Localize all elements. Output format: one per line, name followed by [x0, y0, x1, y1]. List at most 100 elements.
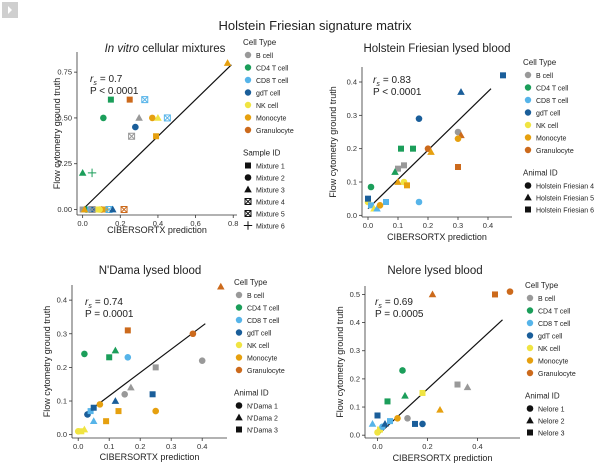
data-point-box	[141, 96, 149, 104]
legend-item-label: Mixture 1	[256, 164, 285, 171]
data-point	[394, 178, 402, 185]
legend-shape	[524, 182, 532, 189]
x-tick-label: 0.4	[483, 221, 493, 230]
data-point	[89, 417, 98, 425]
legend-swatch	[526, 319, 534, 327]
data-point	[457, 88, 465, 95]
data-point	[141, 96, 149, 104]
legend-shape-box	[244, 210, 252, 217]
legend-shape	[527, 429, 533, 436]
scatter-panel-4: Nelore lysed blood 0.0 0.2 0.4 0.0 0.1 0.2 0.3 0…	[335, 265, 576, 463]
legend-item-label: Mixture 5	[256, 212, 285, 219]
data-point	[152, 364, 159, 371]
y-tick-label: 0.50	[57, 113, 72, 122]
x-tick-label: 0.2	[135, 442, 145, 451]
legend-swatch	[235, 291, 243, 299]
data-point	[80, 425, 89, 433]
legend: Cell Type B cell CD4 T cell CD8 T cell gdT c…	[523, 58, 594, 215]
y-tick-label: 0.3	[57, 329, 67, 338]
stat-r-symbol: r	[90, 74, 94, 85]
legend-item-label: Nelore 1	[538, 407, 565, 414]
data-point	[404, 414, 411, 422]
legend-item-label: CD4 T cell	[538, 309, 571, 316]
legend-title-shape: Sample ID	[243, 149, 281, 158]
legend-item-label: CD8 T cell	[536, 98, 569, 105]
legend-item-label: Monocyte	[538, 359, 568, 366]
legend-item-label: CD4 T cell	[256, 66, 289, 73]
legend-item-label: NK cell	[536, 123, 559, 130]
data-point	[412, 420, 418, 427]
x-axis-label: CIBERSORTX prediction	[393, 453, 493, 463]
corner-badge-icon	[2, 2, 18, 18]
p-value: P = 0.0001	[85, 309, 134, 320]
data-point	[198, 357, 206, 364]
legend-swatch	[524, 96, 532, 104]
stat-r-symbol: r	[373, 75, 377, 86]
legend-item-label: CD8 T cell	[256, 78, 289, 85]
stat-r-value: = 0.83	[383, 75, 412, 86]
data-point	[124, 327, 131, 334]
legend-swatch	[526, 332, 534, 339]
stat-r-subscript: s	[88, 303, 92, 310]
legend-title-cell-type: Cell Type	[234, 278, 268, 287]
legend-swatch	[235, 329, 243, 336]
data-point	[506, 288, 514, 295]
legend-shape	[244, 198, 252, 205]
y-tick-label: 0.00	[57, 205, 72, 214]
data-point	[153, 133, 160, 140]
legend-shape	[524, 193, 532, 201]
data-point-box	[88, 206, 96, 214]
panel-title: In vitro cellular mixtures	[105, 43, 226, 55]
data-point	[500, 72, 506, 79]
stat-r-subscript: s	[376, 81, 380, 88]
data-point	[148, 114, 156, 122]
data-point	[103, 418, 110, 425]
data-point	[90, 404, 97, 411]
x-tick-label: 0.4	[472, 442, 482, 451]
legend-item-label: Granulocyte	[256, 128, 294, 135]
data-point	[154, 114, 162, 121]
x-tick-label: 0.0	[372, 442, 382, 451]
legend: Cell Type B cell CD4 T cell CD8 T cell gdT c…	[525, 281, 576, 438]
data-point	[111, 346, 120, 354]
data-point	[108, 205, 117, 213]
legend-item-label: gdT cell	[538, 334, 563, 341]
legend-swatch	[524, 71, 532, 79]
x-axis-label: CIBERSORTX prediction	[107, 225, 207, 235]
data-point	[394, 414, 401, 422]
legend-swatch	[524, 134, 532, 141]
legend-swatch	[244, 51, 252, 59]
data-point-box	[120, 206, 128, 214]
legend-title-cell-type: Cell Type	[523, 58, 557, 67]
x-tick-label: 0.0	[73, 442, 83, 451]
x-tick-label: 0.0	[77, 219, 87, 228]
p-value: P < 0.0001	[373, 87, 422, 98]
y-tick-label: 0.3	[347, 111, 357, 120]
data-point	[454, 128, 462, 136]
data-point	[455, 164, 461, 170]
panel-title: N'Dama lysed blood	[99, 265, 202, 277]
legend-shape	[243, 221, 253, 230]
data-point-cross	[88, 206, 96, 213]
legend-swatch	[526, 369, 534, 377]
y-tick-label: 0.3	[350, 346, 360, 355]
panel-title: Nelore lysed blood	[387, 265, 482, 277]
x-tick-label: 0.6	[190, 219, 200, 228]
p-value: P < 0.0001	[90, 86, 139, 97]
legend-swatch	[526, 294, 534, 302]
data-point	[78, 168, 87, 176]
data-point-cross	[163, 114, 171, 122]
data-point	[126, 96, 133, 103]
data-point	[107, 96, 114, 103]
y-tick-label: 0.4	[350, 318, 360, 327]
data-point	[463, 383, 472, 391]
panel-title: Holstein Friesian lysed blood	[363, 43, 510, 55]
legend-item-label: Nelore 2	[538, 419, 565, 426]
data-point	[96, 206, 103, 213]
legend-item-label: NK cell	[256, 103, 279, 110]
legend-swatch	[526, 307, 534, 314]
data-point	[111, 397, 120, 404]
legend-swatch	[235, 341, 243, 349]
legend-title-cell-type: Cell Type	[525, 281, 559, 290]
data-point	[376, 202, 384, 209]
